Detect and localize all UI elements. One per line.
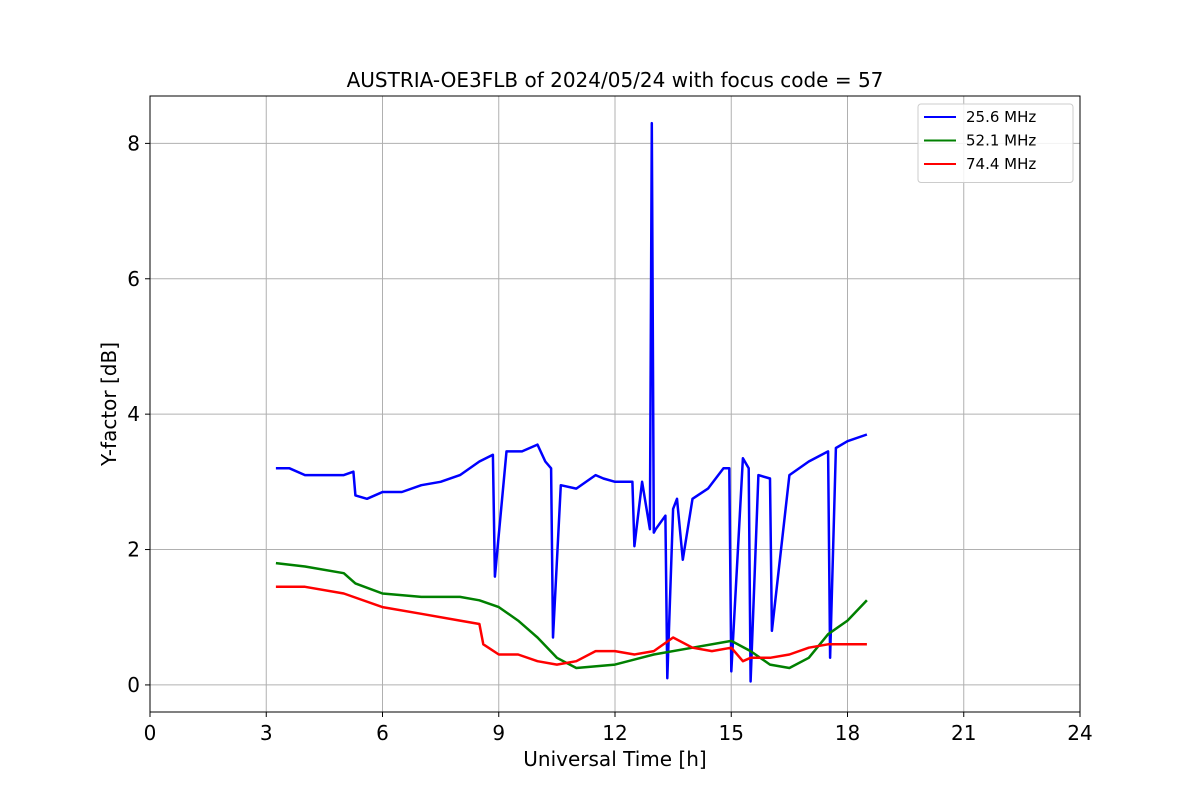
y-tick-label: 6 bbox=[127, 267, 140, 291]
y-axis-label: Y-factor [dB] bbox=[97, 342, 121, 467]
x-tick-label: 15 bbox=[719, 721, 744, 745]
y-tick-label: 2 bbox=[127, 538, 140, 562]
x-tick-label: 6 bbox=[376, 721, 389, 745]
series-line-0 bbox=[275, 121, 868, 683]
chart-title: AUSTRIA-OE3FLB of 2024/05/24 with focus … bbox=[347, 68, 884, 92]
series-line-2 bbox=[275, 585, 867, 666]
legend-entry: 74.4 MHz bbox=[966, 155, 1036, 173]
y-tick-label: 8 bbox=[127, 131, 140, 155]
legend-entry: 25.6 MHz bbox=[966, 108, 1036, 126]
x-tick-label: 0 bbox=[144, 721, 157, 745]
x-tick-label: 24 bbox=[1067, 721, 1092, 745]
x-tick-label: 3 bbox=[260, 721, 273, 745]
x-tick-label: 12 bbox=[602, 721, 627, 745]
x-tick-label: 21 bbox=[951, 721, 976, 745]
legend: 25.6 MHz 52.1 MHz 74.4 MHz bbox=[917, 103, 1074, 183]
x-axis: 0 3 6 9 12 15 18 21 24 bbox=[144, 712, 1093, 745]
legend-entry: 52.1 MHz bbox=[966, 132, 1036, 150]
x-tick-label: 9 bbox=[492, 721, 505, 745]
y-axis: 0 2 4 6 8 bbox=[127, 131, 150, 697]
series-group bbox=[275, 121, 868, 683]
y-tick-label: 0 bbox=[127, 673, 140, 697]
x-tick-label: 18 bbox=[835, 721, 860, 745]
legend-box bbox=[917, 103, 1074, 183]
x-axis-label: Universal Time [h] bbox=[523, 747, 706, 771]
y-tick-label: 4 bbox=[127, 402, 140, 426]
